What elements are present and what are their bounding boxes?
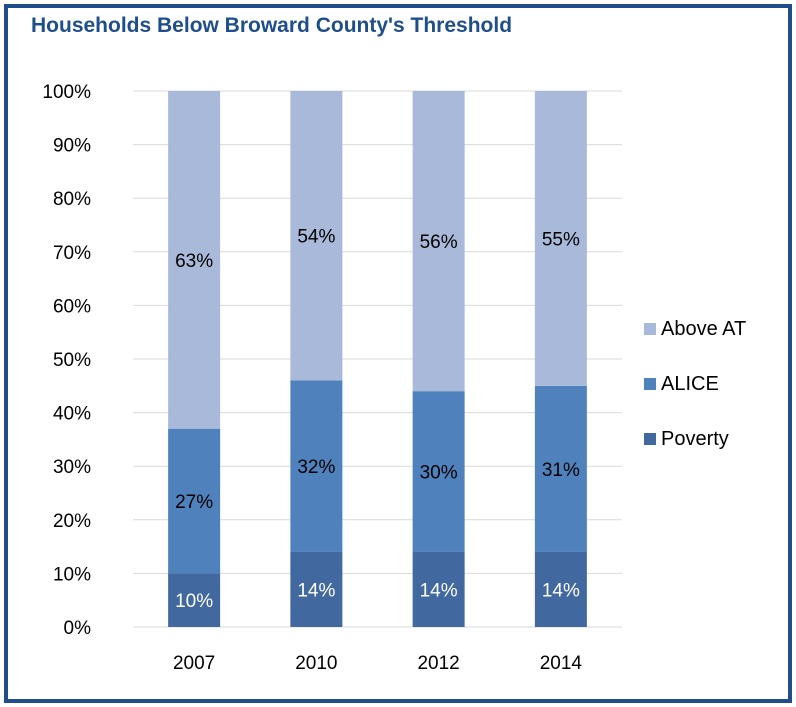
y-tick-label: 20% [53,511,91,532]
y-tick-label: 90% [53,136,91,157]
bar-segment [534,385,587,552]
bar-segment [290,551,343,627]
x-tick-label: 2010 [295,653,337,674]
bar-segment [412,91,465,392]
y-tick-label: 60% [53,296,91,317]
y-tick-label: 80% [53,189,91,210]
legend-label: Poverty [661,427,729,450]
bar-segment [168,91,221,429]
x-tick-label: 2012 [417,653,459,674]
bar-segment [290,91,343,381]
data-label: 31% [542,460,580,481]
data-label: 14% [542,580,580,601]
bar-segment [168,428,221,574]
legend-label: Above AT [661,317,747,340]
y-tick-label: 30% [53,457,91,478]
data-label: 14% [297,580,335,601]
y-tick-label: 40% [53,404,91,425]
bar-segment [412,551,465,627]
bar-segment [168,573,221,627]
data-label: 63% [175,251,213,272]
data-label: 27% [175,492,213,513]
bar-segment [534,551,587,627]
chart-title: Households Below Broward County's Thresh… [31,14,513,37]
legend-swatch [644,433,656,445]
bar-segment [290,380,343,552]
data-label: 54% [297,227,335,248]
legend-swatch [644,378,656,390]
data-label: 30% [420,463,458,484]
data-label: 56% [420,232,458,253]
y-tick-label: 0% [64,618,92,639]
data-label: 55% [542,229,580,250]
legend-item: Above AT [644,315,746,343]
data-label: 32% [297,457,335,478]
data-label: 10% [175,591,213,612]
chart-frame [4,4,792,703]
chart-legend: Above AT ALICE Poverty [644,315,746,480]
bar-segment [412,391,465,552]
bar-segment [534,91,587,386]
x-tick-label: 2014 [540,653,583,674]
y-tick-label: 50% [53,350,91,371]
data-label: 14% [420,580,458,601]
legend-item: Poverty [644,425,746,453]
legend-swatch [644,323,656,335]
y-tick-label: 10% [53,564,91,585]
legend-item: ALICE [644,370,746,398]
y-tick-label: 70% [53,243,91,264]
y-tick-label: 100% [42,82,91,103]
legend-label: ALICE [661,372,719,395]
x-tick-label: 2007 [173,653,215,674]
